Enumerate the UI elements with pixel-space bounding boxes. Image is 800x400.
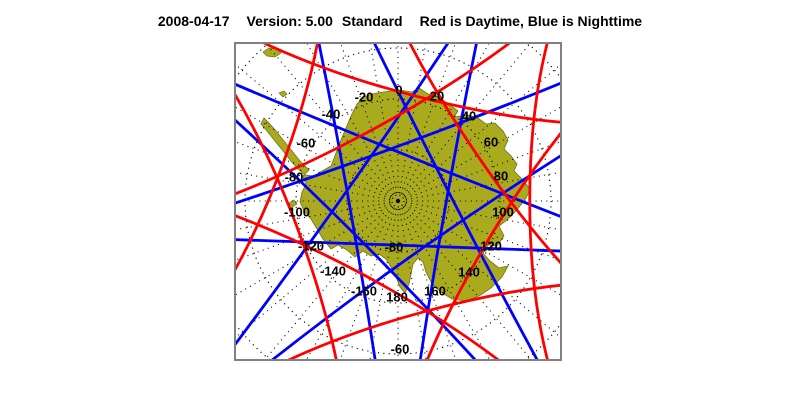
longitude-label: -80: [285, 170, 304, 185]
orbit-track-night: [235, 81, 561, 205]
title-legend: Red is Daytime, Blue is Nighttime: [419, 13, 643, 29]
orbit-track-day: [260, 43, 561, 124]
title-mode: Standard: [341, 13, 403, 29]
longitude-label: -100: [284, 205, 310, 220]
longitude-label: -120: [298, 239, 324, 254]
orbit-track-day: [285, 283, 561, 360]
parallel-circle: [244, 47, 552, 355]
pole-ring: [391, 194, 405, 208]
title-date: 2008-04-17: [157, 13, 230, 29]
orbit-track-night: [418, 43, 478, 360]
longitude-label: 180: [386, 290, 408, 305]
longitude-label: 120: [480, 239, 502, 254]
latitude-label: -60: [391, 342, 410, 357]
orbit-track-day: [528, 43, 550, 360]
orbit-track-day: [408, 43, 561, 266]
longitude-label: 40: [462, 109, 476, 124]
longitude-label: 100: [492, 205, 514, 220]
longitude-label: -40: [322, 107, 341, 122]
orbit-track-day: [235, 214, 501, 360]
orbit-track-day: [235, 43, 512, 196]
longitude-label: 20: [430, 89, 444, 104]
longitude-label: -20: [355, 90, 374, 105]
map-frame: [234, 42, 562, 361]
orbit-track-night: [372, 43, 539, 360]
latitude-label: -80: [385, 240, 404, 255]
parallel-circle: [295, 98, 501, 304]
longitude-label: 140: [458, 265, 480, 280]
orbit-track-day: [425, 130, 561, 360]
orbit-track-night: [235, 82, 561, 219]
longitude-label: -60: [297, 136, 316, 151]
orbit-tracks: [235, 43, 561, 360]
island: [278, 90, 288, 98]
title-version: Version: 5.00: [246, 13, 333, 29]
orbit-track-day: [235, 43, 319, 273]
south-pole-marker: [395, 198, 401, 204]
longitude-label: -160: [351, 284, 377, 299]
longitude-label: 80: [494, 169, 508, 184]
orbit-track-night: [235, 238, 561, 253]
orbit-track-night: [269, 153, 561, 360]
longitude-label: -140: [320, 264, 346, 279]
parallel-circle: [346, 149, 450, 253]
orbit-track-day: [235, 92, 338, 360]
longitude-label: 0: [395, 83, 402, 98]
orbit-track-night: [235, 43, 450, 347]
orbit-track-night: [317, 43, 377, 360]
island: [262, 47, 282, 58]
longitude-label: 60: [484, 135, 498, 150]
longitude-label: 160: [424, 284, 446, 299]
plot-title: 2008-04-17 Version: 5.00 Standard Red is Da…: [0, 13, 800, 29]
orbit-track-night: [235, 118, 478, 360]
graticule: [235, 43, 561, 360]
